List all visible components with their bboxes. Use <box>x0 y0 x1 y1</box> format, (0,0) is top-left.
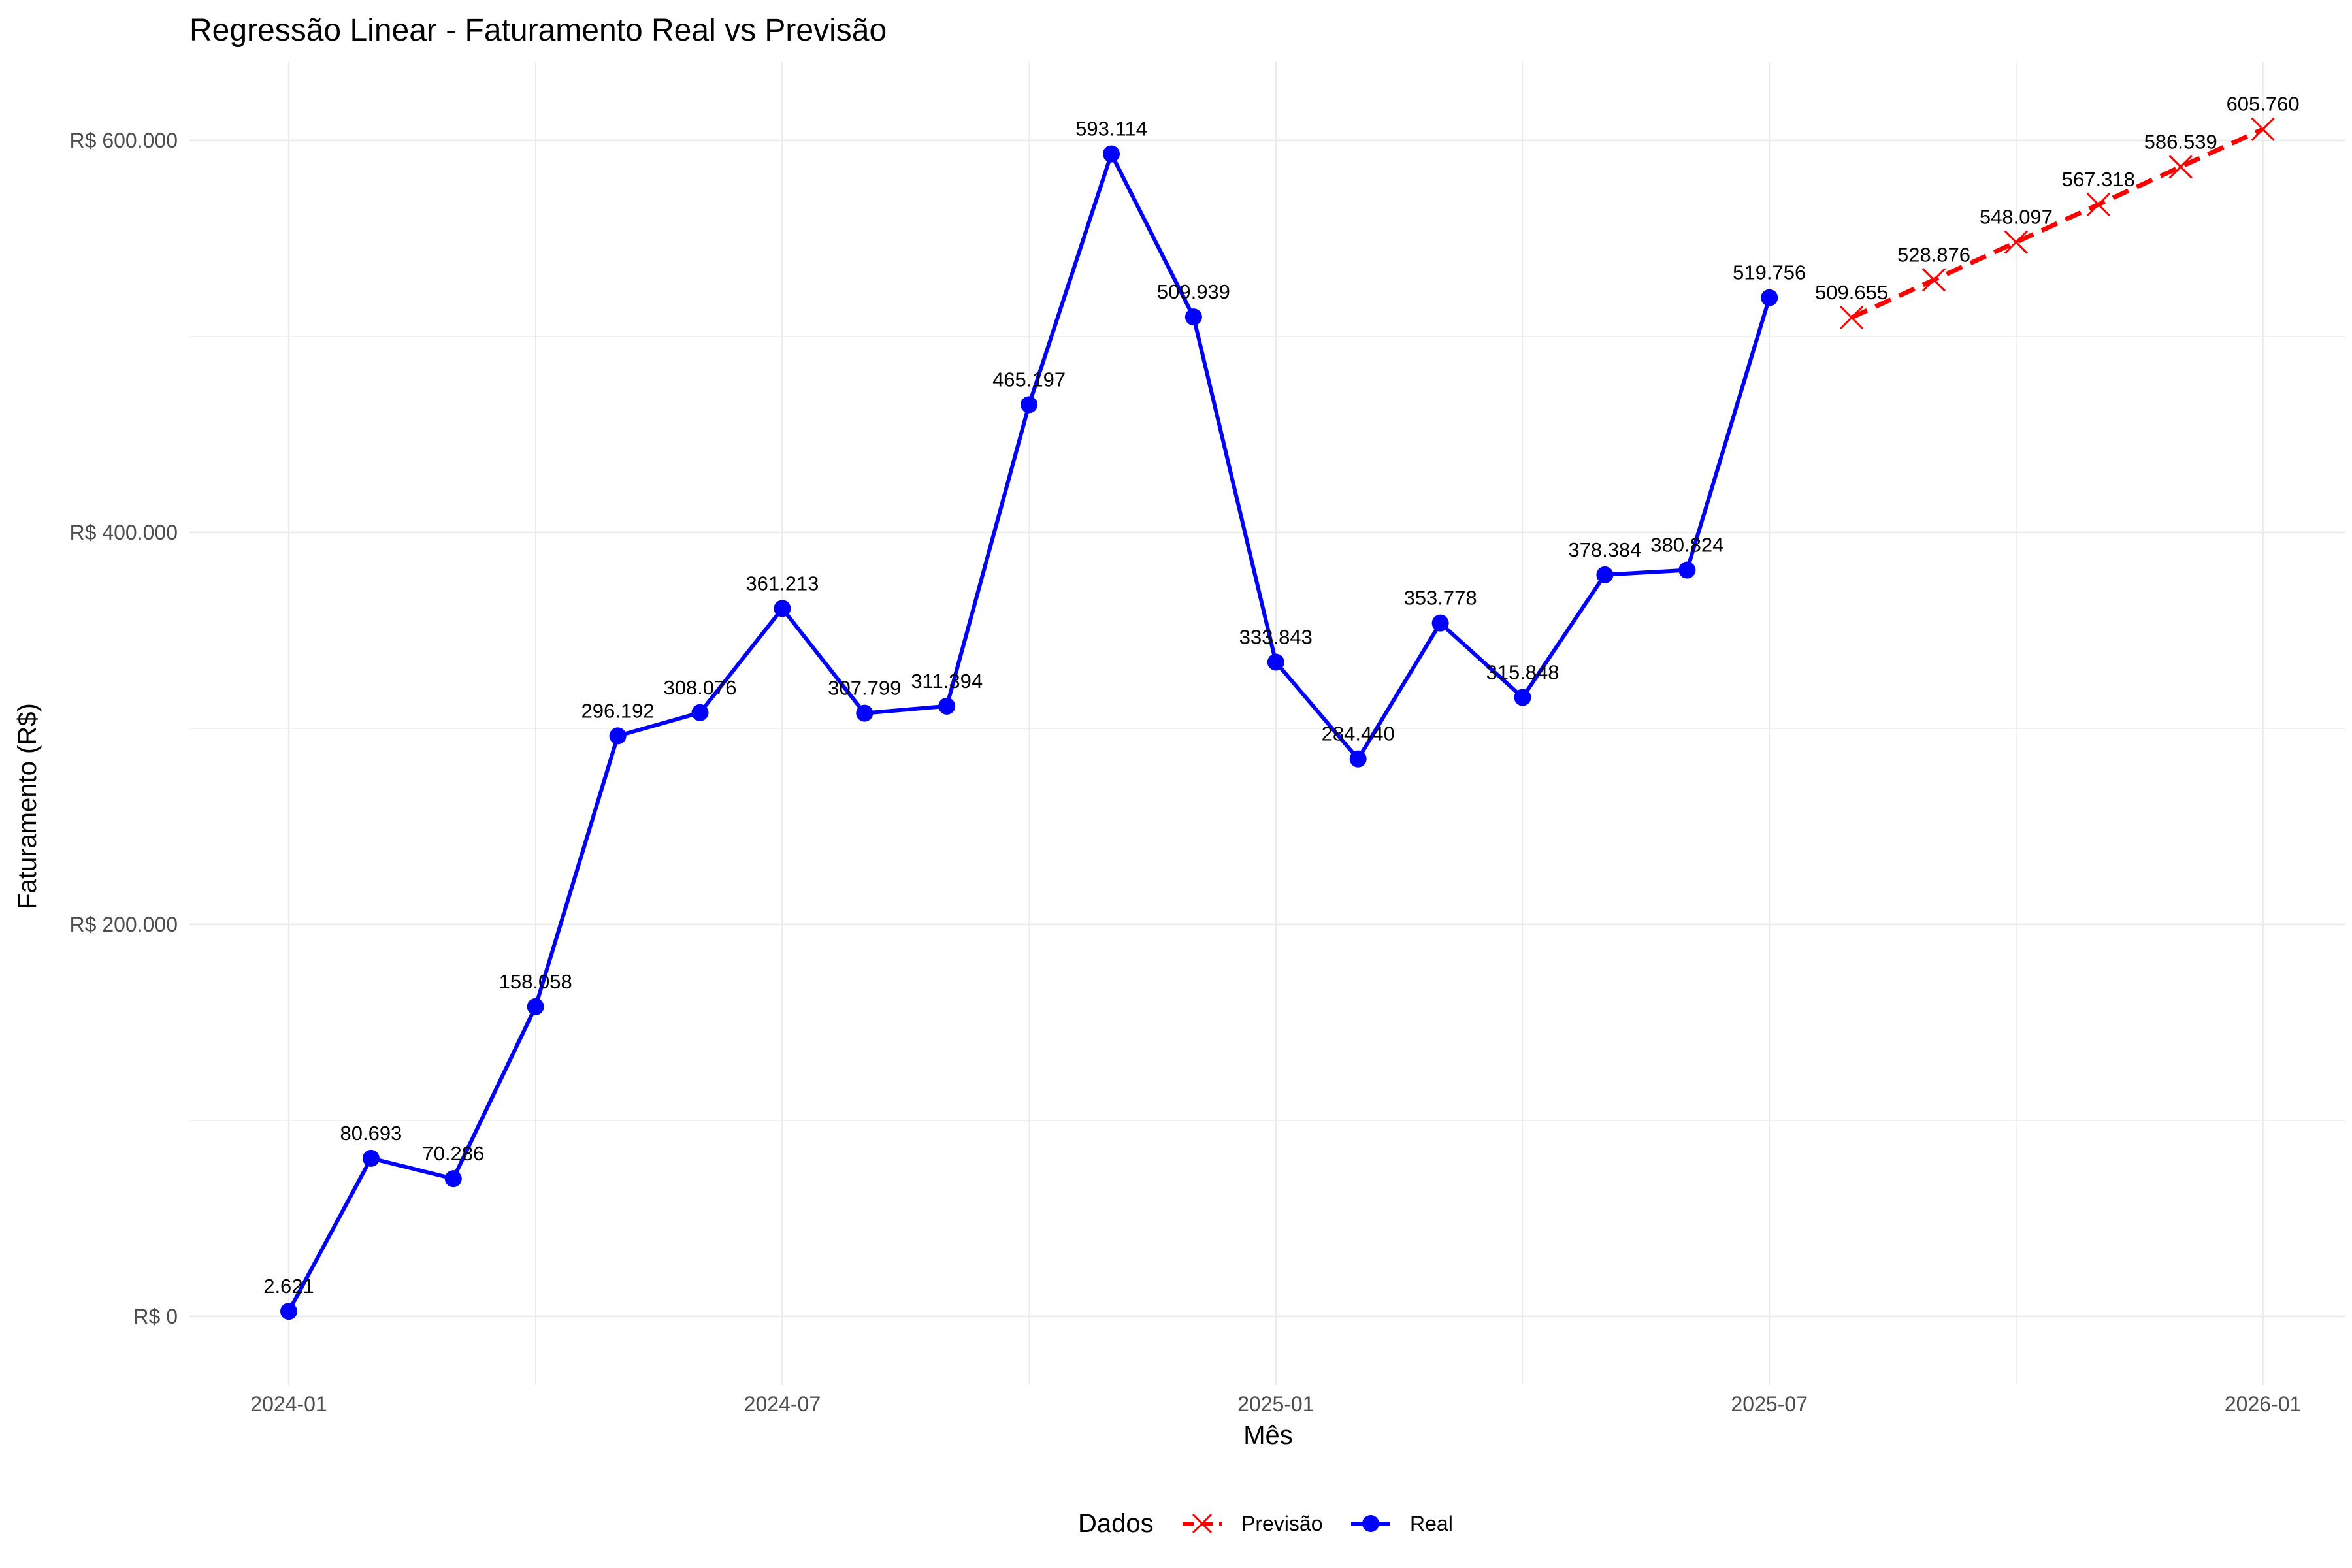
data-point-cross <box>2086 192 2110 217</box>
data-labels: 2.621 80.693 70.286 158.058 296.192 308.076 36… <box>263 93 2299 1298</box>
data-point <box>527 998 544 1015</box>
data-point-cross <box>1921 268 1946 292</box>
data-label: 509.655 <box>1815 281 1888 304</box>
data-label: 528.876 <box>1897 243 1970 266</box>
legend-real-circle-icon <box>1362 1515 1379 1532</box>
data-point <box>1184 308 1202 326</box>
data-label: 70.286 <box>422 1142 484 1165</box>
legend-item-previsao: Previsão <box>1183 1512 1323 1535</box>
data-point-cross <box>1840 305 1864 330</box>
data-point <box>938 697 956 715</box>
data-label: 284.440 <box>1322 723 1395 745</box>
legend-label-real: Real <box>1410 1512 1453 1535</box>
x-tick-label: 2024-07 <box>744 1392 821 1416</box>
data-label: 80.693 <box>340 1122 402 1145</box>
x-tick-label: 2025-01 <box>1237 1392 1314 1416</box>
data-point <box>774 600 791 617</box>
data-label: 519.756 <box>1733 261 1806 284</box>
x-tick-label: 2025-07 <box>1731 1392 1807 1416</box>
data-label: 509.939 <box>1157 280 1230 303</box>
chart-title: Regressão Linear - Faturamento Real vs P… <box>189 13 887 48</box>
data-label: 378.384 <box>1568 538 1641 561</box>
data-label: 548.097 <box>1980 206 2053 229</box>
legend-previsao-cross-icon <box>1192 1513 1213 1534</box>
y-tick-label: R$ 600.000 <box>70 129 178 152</box>
y-tick-label: R$ 400.000 <box>70 521 178 544</box>
y-axis-ticks: R$ 0 R$ 200.000 R$ 400.000 R$ 600.000 <box>70 129 178 1328</box>
data-label: 586.539 <box>2144 130 2217 153</box>
x-tick-label: 2024-01 <box>250 1392 327 1416</box>
data-point <box>1761 289 1778 306</box>
y-tick-label: R$ 200.000 <box>70 913 178 936</box>
legend: Dados Previsão Real <box>1078 1509 1453 1538</box>
data-label: 567.318 <box>2062 168 2135 191</box>
data-point <box>362 1149 380 1167</box>
y-tick-label: R$ 0 <box>133 1305 178 1328</box>
grid <box>189 62 2345 1385</box>
data-point <box>1514 689 1531 706</box>
data-label: 307.799 <box>828 677 901 700</box>
x-axis-title: Mês <box>1243 1421 1293 1450</box>
series-line-previso <box>1850 127 2264 320</box>
data-point <box>856 704 874 722</box>
data-label: 333.843 <box>1239 625 1313 648</box>
data-label: 465.197 <box>992 368 1066 391</box>
data-label: 308.076 <box>663 676 736 699</box>
data-point <box>444 1170 462 1188</box>
data-point-cross <box>2168 155 2193 179</box>
x-tick-label: 2026-01 <box>2225 1392 2301 1416</box>
data-point <box>1349 750 1367 768</box>
data-point <box>1103 145 1120 163</box>
data-point-cross <box>2004 230 2028 254</box>
data-point <box>1678 561 1696 579</box>
data-label: 311.394 <box>911 670 983 693</box>
legend-title: Dados <box>1078 1509 1154 1538</box>
data-point <box>1596 566 1614 583</box>
data-label: 158.058 <box>499 970 572 993</box>
y-axis-title: Faturamento (R$) <box>13 703 42 909</box>
data-label: 315.848 <box>1486 661 1559 683</box>
data-point <box>280 1303 297 1320</box>
markers <box>280 117 2275 1320</box>
data-label: 380.824 <box>1650 534 1723 557</box>
data-point <box>691 704 709 721</box>
data-point <box>1431 614 1449 632</box>
data-label: 361.213 <box>745 572 819 595</box>
data-point <box>1267 653 1284 671</box>
legend-label-previsao: Previsão <box>1241 1512 1323 1535</box>
data-point-cross <box>2251 117 2275 141</box>
data-label: 296.192 <box>581 699 655 722</box>
x-axis-ticks: 2024-01 2024-07 2025-01 2025-07 2026-01 <box>250 1392 2301 1416</box>
data-label: 353.778 <box>1404 587 1477 610</box>
data-label: 593.114 <box>1075 118 1147 140</box>
data-label: 605.760 <box>2227 93 2300 116</box>
data-point <box>1021 396 1038 414</box>
legend-item-real: Real <box>1351 1512 1453 1535</box>
data-label: 2.621 <box>263 1275 314 1298</box>
data-point <box>609 727 627 745</box>
